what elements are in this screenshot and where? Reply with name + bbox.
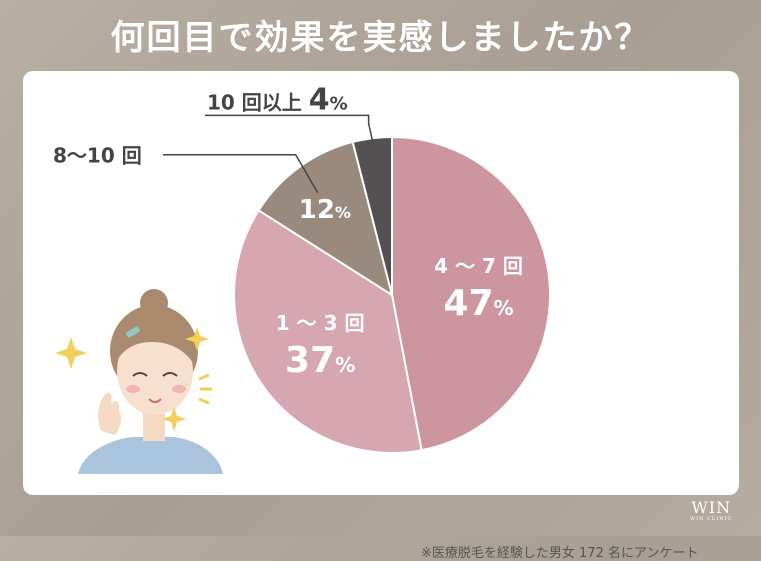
slice-label-0: 4 〜 7 回 — [434, 254, 523, 278]
slice-label-1: 1 〜 3 回 — [276, 311, 365, 335]
survey-note: ※医療脱毛を経験した男女 172 名にアンケート — [421, 546, 699, 561]
pie-slice-1 — [233, 208, 423, 454]
win-logo: WIN WIN CLINIC — [690, 498, 733, 523]
leader-line-2 — [163, 153, 319, 194]
pie-chart: 4 〜 7 回47%1 〜 3 回37%12%8〜10 回10 回以上 4% — [53, 82, 551, 474]
chart-card: 4 〜 7 回 47% 1 〜 3 回 37% 12% 8〜10 回 10 回以上 4% — [23, 71, 739, 561]
slice-value-2: 12% — [299, 195, 351, 225]
slice-label-3: 10 回以上 4% — [207, 82, 348, 117]
leader-line-3 — [205, 114, 374, 142]
girl-illustration — [55, 289, 223, 474]
pie-slice-2 — [257, 140, 394, 298]
page-title: 何回目で効果を実感しましたか？ — [110, 18, 651, 58]
slice-label-2: 8〜10 回 — [53, 144, 142, 168]
slice-value-3: 4 — [309, 82, 330, 117]
pie-slice-0 — [391, 135, 551, 452]
